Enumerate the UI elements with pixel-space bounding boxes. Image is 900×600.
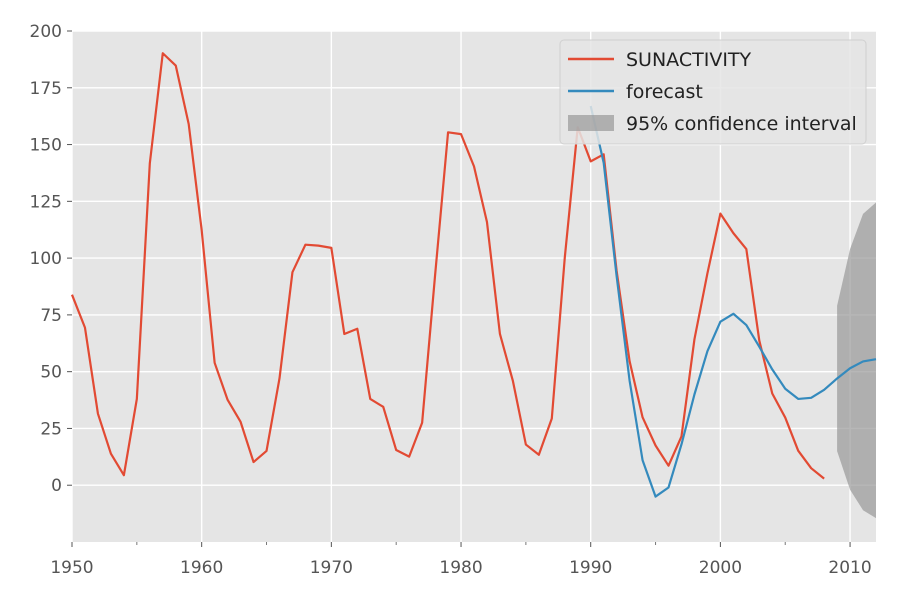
x-tick-label: 2000 — [699, 558, 742, 578]
series-line-forecast — [589, 105, 877, 498]
y-tick-label: 125 — [30, 192, 62, 212]
y-tick-label: 25 — [40, 419, 62, 439]
legend: SUNACTIVITY forecast 95% confidence inte… — [559, 39, 867, 145]
y-tick-label: 150 — [30, 136, 62, 156]
confidence-band — [837, 202, 876, 519]
y-tick-label: 50 — [40, 363, 62, 383]
x-tick-label: 1970 — [310, 558, 353, 578]
x-tick-label: 1960 — [180, 558, 223, 578]
legend-label-forecast: forecast — [626, 81, 703, 103]
x-tick-label: 1990 — [569, 558, 612, 578]
x-tick-label: 2010 — [828, 558, 871, 578]
x-tick-label: 1980 — [439, 558, 482, 578]
x-tick-label: 1950 — [50, 558, 93, 578]
y-tick-label: 100 — [30, 249, 62, 269]
y-tick-label: 200 — [30, 22, 62, 42]
y-tick-label: 75 — [40, 306, 62, 326]
axes: 0 25 50 75 100 125 150 175 200 1950 1960 1970 1980 19… — [30, 22, 872, 578]
legend-label-confidence-interval: 95% confidence interval — [626, 113, 857, 135]
y-tick-label: 0 — [51, 476, 62, 496]
plot-area — [70, 52, 877, 519]
legend-box — [559, 39, 867, 145]
grid-lines — [71, 30, 876, 542]
legend-swatch-confidence-interval — [568, 115, 614, 131]
legend-label-sunactivity: SUNACTIVITY — [626, 49, 752, 71]
series-line-sunactivity — [70, 52, 825, 480]
y-tick-label: 175 — [30, 79, 62, 99]
